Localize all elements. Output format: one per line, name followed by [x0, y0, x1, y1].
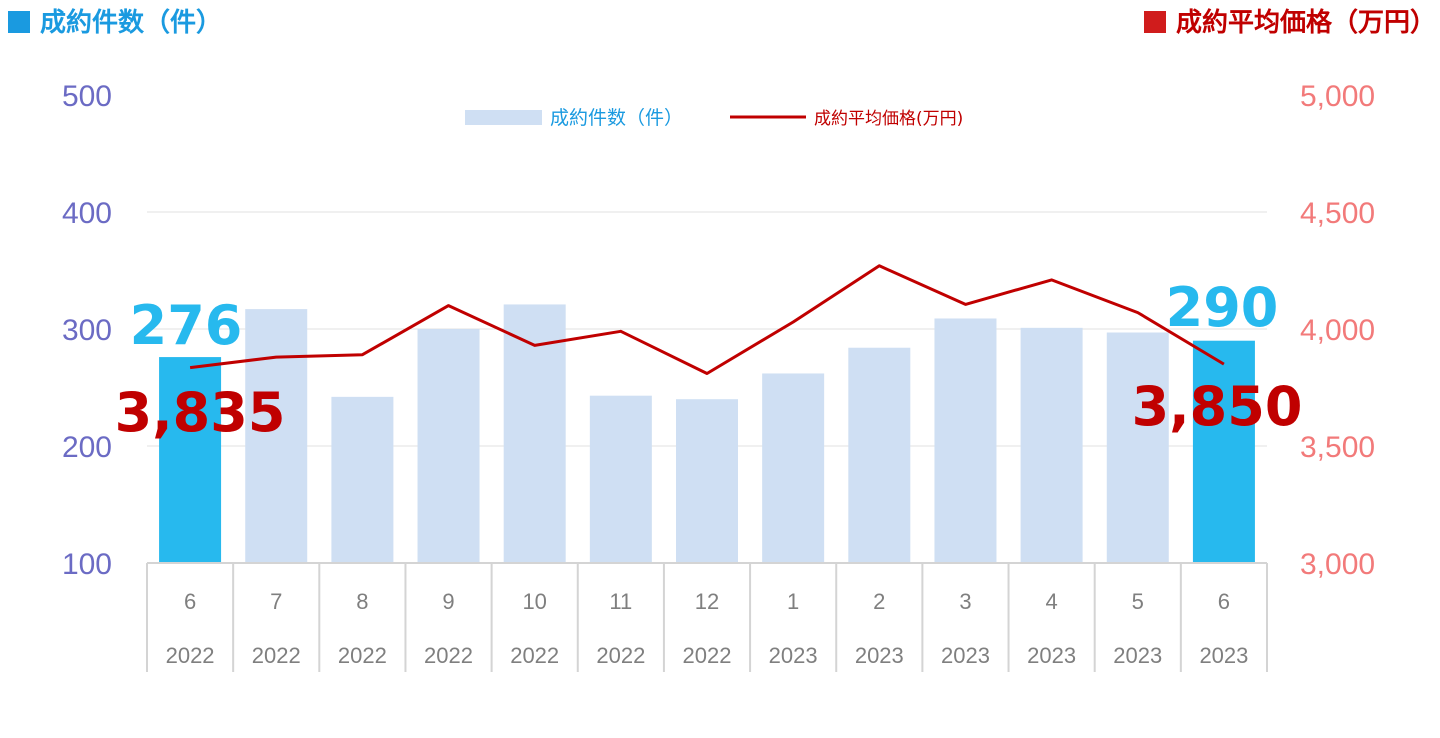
category-year-label: 2023	[941, 643, 990, 668]
bar-7	[762, 373, 825, 563]
right-axis-tick-label: 3,500	[1300, 431, 1375, 464]
left-axis-tick-label: 400	[62, 197, 112, 230]
category-year-label: 2023	[855, 643, 904, 668]
bar-0	[159, 357, 222, 563]
bar-8	[848, 347, 911, 563]
left-title-text: 成約件数（件）	[40, 8, 223, 38]
category-month-label: 12	[695, 589, 719, 614]
category-month-label: 6	[1218, 589, 1230, 614]
bar-11	[1106, 332, 1169, 563]
price-line	[189, 264, 1225, 375]
category-month-label: 8	[356, 589, 368, 614]
data-label: 3,835	[115, 381, 286, 444]
category-year-label: 2022	[252, 643, 301, 668]
legend-bar-label: 成約件数（件）	[550, 107, 683, 129]
bar-1	[245, 309, 308, 563]
right-axis-tick-label: 4,000	[1300, 314, 1375, 347]
category-year-label: 2022	[510, 643, 559, 668]
bar-4	[503, 304, 566, 563]
category-month-label: 10	[522, 589, 546, 614]
data-label: 3,850	[1132, 375, 1303, 438]
right-axis-tick-label: 5,000	[1300, 80, 1375, 113]
bar-5	[589, 395, 652, 563]
left-axis-tick-label: 500	[62, 80, 112, 113]
category-year-label: 2023	[1027, 643, 1076, 668]
category-month-label: 7	[270, 589, 282, 614]
bar-9	[934, 318, 997, 563]
bar-3	[417, 329, 480, 563]
bar-12	[1192, 340, 1255, 563]
bar-2	[331, 396, 394, 563]
category-year-label: 2023	[1113, 643, 1162, 668]
category-month-label: 2	[873, 589, 885, 614]
right-axis-title: 成約平均価格（万円）	[1143, 2, 1436, 39]
bar-6	[676, 399, 738, 563]
left-title-square-icon	[8, 11, 30, 33]
category-month-label: 1	[787, 589, 799, 614]
category-month-label: 11	[609, 589, 632, 614]
left-axis-tick-label: 200	[62, 431, 112, 464]
right-axis-tick-label: 4,500	[1300, 197, 1375, 230]
category-year-label: 2022	[166, 643, 215, 668]
category-year-label: 2022	[683, 643, 732, 668]
category-year-label: 2022	[424, 643, 473, 668]
data-label: 276	[130, 294, 243, 357]
category-month-label: 9	[442, 589, 454, 614]
category-year-label: 2022	[596, 643, 645, 668]
bar-10	[1020, 327, 1083, 563]
right-title-text: 成約平均価格（万円）	[1175, 8, 1436, 38]
left-axis-tick-label: 300	[62, 314, 112, 347]
right-title-square-icon	[1143, 11, 1166, 33]
category-month-label: 4	[1045, 589, 1057, 614]
category-year-label: 2022	[338, 643, 387, 668]
category-month-label: 6	[184, 589, 196, 614]
left-axis-title: 成約件数（件）	[8, 2, 222, 39]
left-axis-tick-label: 100	[62, 548, 112, 581]
right-axis-tick-label: 3,000	[1300, 548, 1375, 581]
category-year-label: 2023	[769, 643, 818, 668]
legend-line-label: 成約平均価格(万円)	[814, 109, 963, 129]
legend-bar-swatch	[465, 110, 542, 125]
data-label: 290	[1166, 276, 1279, 339]
category-month-label: 5	[1132, 589, 1144, 614]
category-month-label: 3	[959, 589, 971, 614]
category-year-label: 2023	[1199, 643, 1248, 668]
